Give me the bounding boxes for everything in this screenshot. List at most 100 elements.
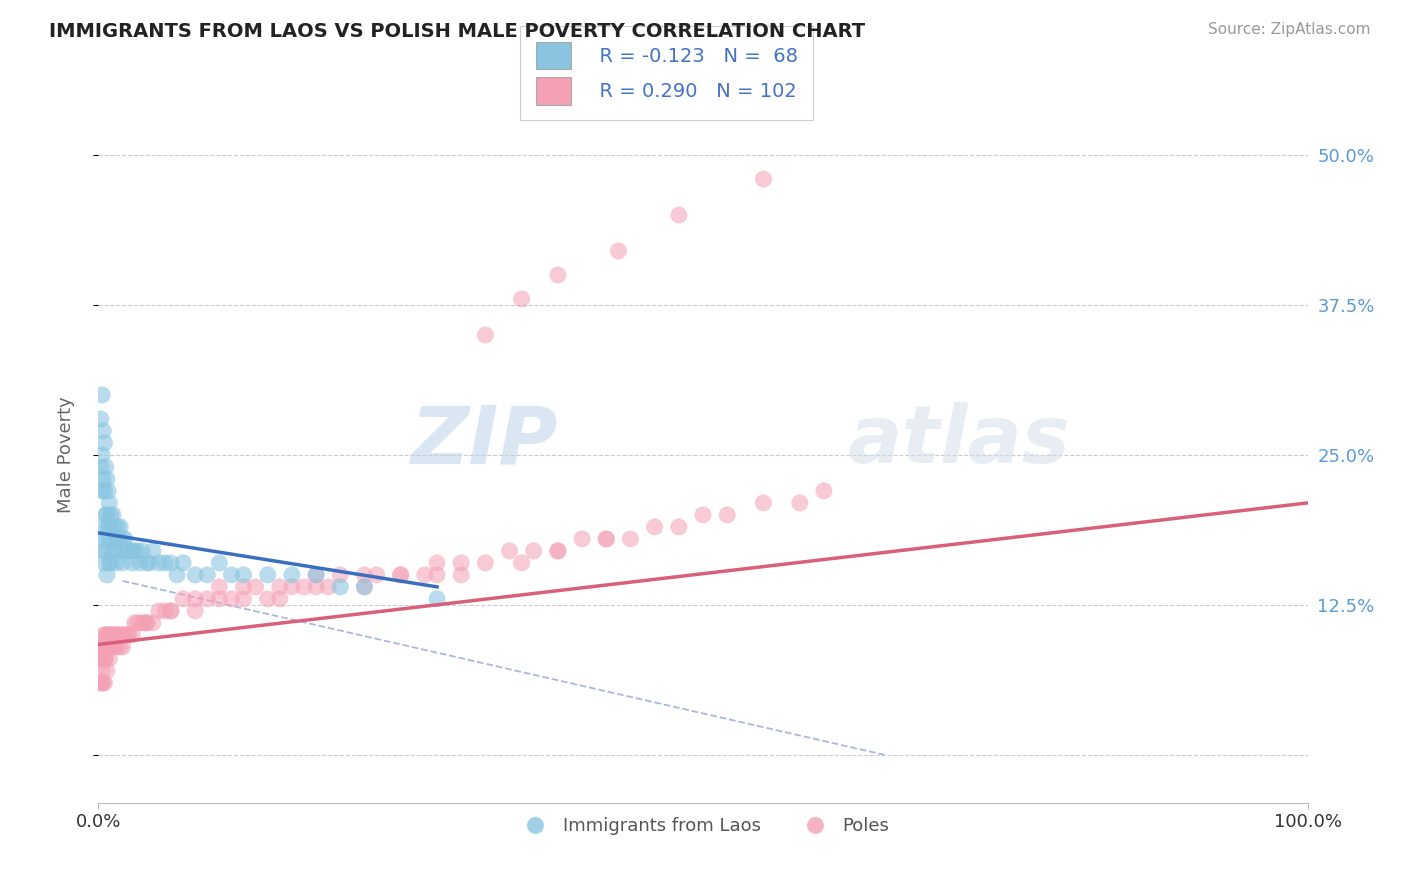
Point (96, 664, 118, 678)
Point (97, 520, 120, 534)
Point (245, 580, 267, 594)
Point (97, 483, 120, 498)
Point (131, 544, 153, 558)
Point (389, 567, 412, 582)
Point (89, 676, 111, 690)
Point (523, 544, 546, 558)
Text: IMMIGRANTS FROM LAOS VS POLISH MALE POVERTY CORRELATION CHART: IMMIGRANTS FROM LAOS VS POLISH MALE POVE… (49, 22, 865, 41)
Point (93, 532, 115, 546)
Point (98, 640, 121, 654)
Point (90, 676, 112, 690)
Point (111, 628, 134, 642)
Point (94, 508, 117, 522)
Point (134, 615, 156, 630)
Point (329, 567, 352, 582)
Point (510, 556, 533, 570)
Point (668, 208, 690, 222)
Point (450, 567, 472, 582)
Point (93, 628, 115, 642)
Point (96, 472, 118, 486)
Point (281, 567, 304, 582)
Point (91, 388, 114, 402)
Point (692, 508, 714, 522)
Point (366, 567, 388, 582)
Point (269, 580, 291, 594)
Point (644, 520, 666, 534)
Point (269, 591, 291, 606)
Point (547, 268, 569, 282)
Point (108, 520, 131, 534)
Point (232, 580, 254, 594)
Point (105, 532, 128, 546)
Point (91, 544, 114, 558)
Point (100, 628, 122, 642)
Point (96, 567, 118, 582)
Point (184, 567, 207, 582)
Point (329, 580, 352, 594)
Point (160, 604, 183, 618)
Point (105, 556, 128, 570)
Point (138, 556, 160, 570)
Point (94, 652, 117, 666)
Point (91, 676, 114, 690)
Point (118, 544, 141, 558)
Legend: Immigrants from Laos, Poles: Immigrants from Laos, Poles (510, 810, 896, 842)
Point (114, 532, 136, 546)
Point (96, 532, 118, 546)
Point (100, 532, 122, 546)
Point (90, 459, 112, 474)
Point (117, 544, 139, 558)
Point (110, 544, 132, 558)
Point (103, 640, 125, 654)
Point (426, 591, 449, 606)
Point (96, 628, 118, 642)
Point (96, 508, 118, 522)
Point (571, 532, 593, 546)
Point (305, 580, 328, 594)
Point (100, 640, 122, 654)
Point (148, 604, 170, 618)
Point (103, 628, 125, 642)
Point (101, 544, 124, 558)
Point (127, 544, 149, 558)
Point (111, 640, 134, 654)
Point (90, 412, 112, 426)
Point (117, 628, 139, 642)
Point (813, 483, 835, 498)
Point (98, 652, 121, 666)
Point (160, 556, 183, 570)
Point (474, 556, 496, 570)
Point (128, 556, 150, 570)
Point (607, 244, 630, 258)
Point (91, 448, 114, 462)
Point (148, 556, 170, 570)
Point (256, 591, 278, 606)
Point (510, 292, 533, 306)
Point (752, 172, 775, 186)
Point (135, 615, 157, 630)
Point (135, 556, 157, 570)
Point (160, 604, 183, 618)
Point (91, 640, 114, 654)
Point (101, 508, 124, 522)
Point (195, 567, 218, 582)
Text: atlas: atlas (848, 402, 1071, 480)
Point (153, 556, 176, 570)
Point (208, 591, 231, 606)
Point (668, 520, 690, 534)
Point (547, 544, 569, 558)
Point (114, 628, 136, 642)
Y-axis label: Male Poverty: Male Poverty (56, 397, 75, 513)
Point (107, 628, 129, 642)
Point (105, 628, 128, 642)
Point (208, 556, 231, 570)
Point (135, 615, 157, 630)
Point (91, 640, 114, 654)
Point (94, 544, 117, 558)
Point (281, 580, 304, 594)
Point (93, 556, 115, 570)
Point (93, 652, 115, 666)
Point (184, 591, 207, 606)
Point (118, 628, 141, 642)
Point (221, 591, 243, 606)
